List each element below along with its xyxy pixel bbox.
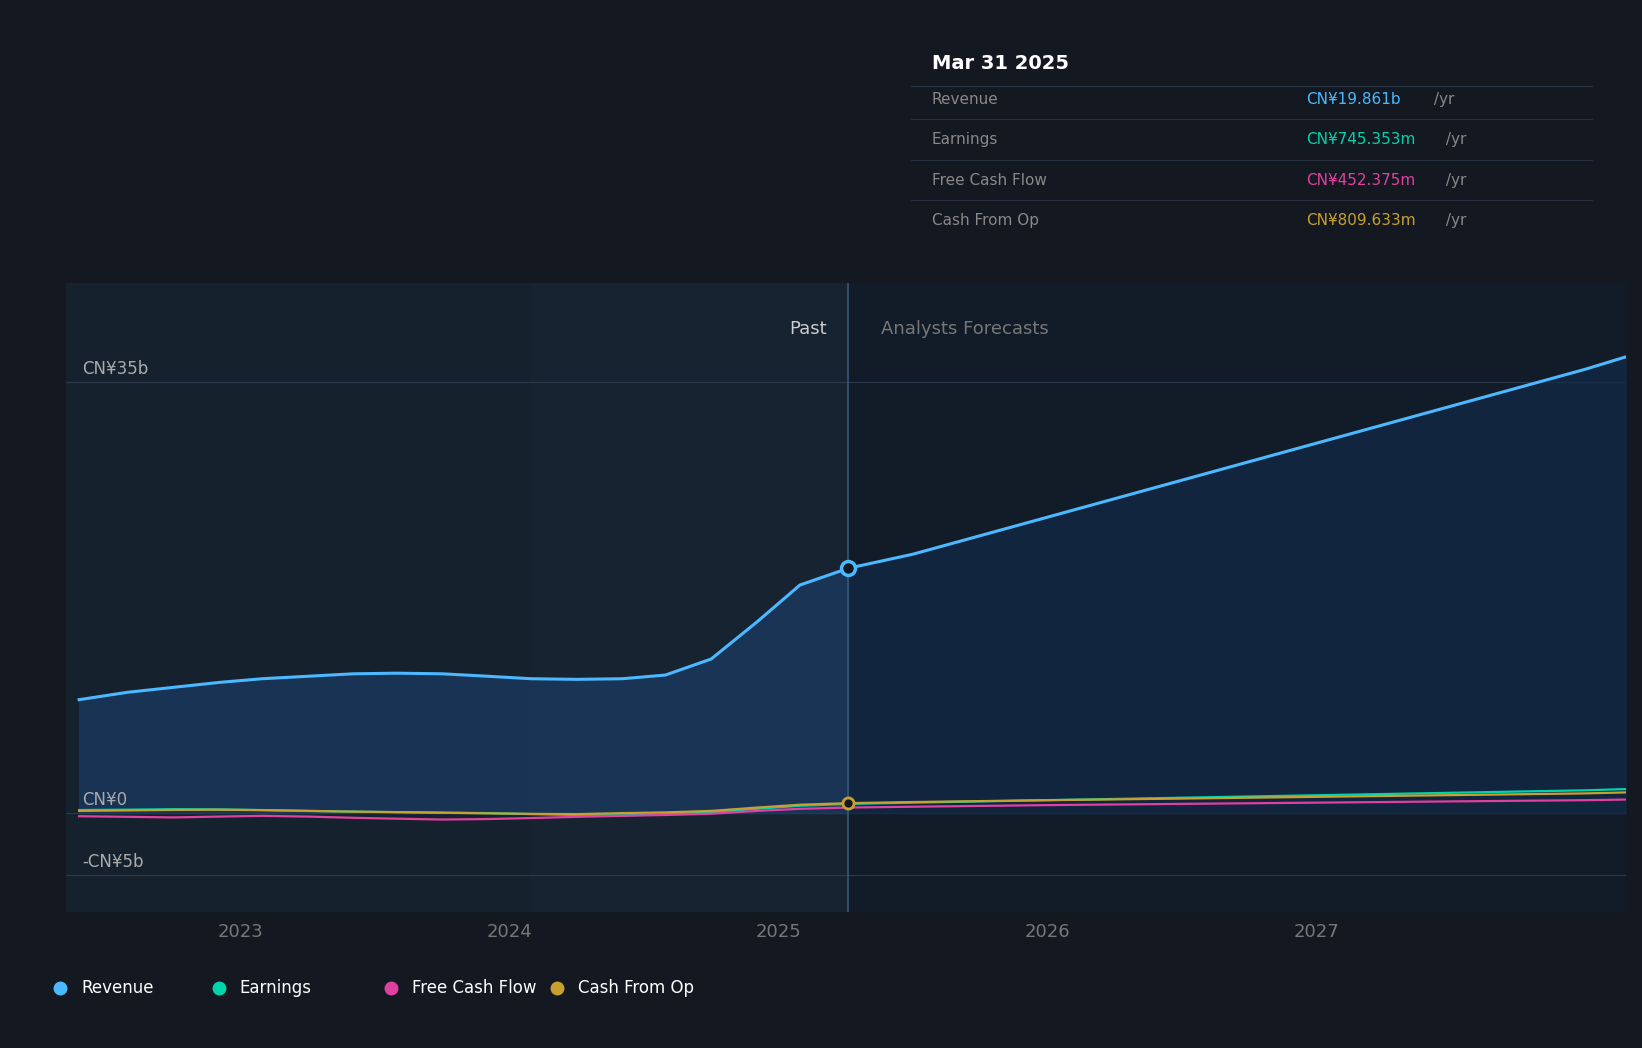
Text: Cash From Op: Cash From Op	[931, 213, 1039, 228]
Text: Analysts Forecasts: Analysts Forecasts	[880, 320, 1048, 339]
Text: -CN¥5b: -CN¥5b	[82, 853, 143, 871]
Text: Past: Past	[790, 320, 828, 339]
Bar	[66, 283, 849, 912]
Text: Revenue: Revenue	[80, 979, 154, 997]
Bar	[849, 283, 1626, 912]
Text: CN¥809.633m: CN¥809.633m	[1307, 213, 1415, 228]
Text: CN¥0: CN¥0	[82, 791, 126, 809]
Text: CN¥19.861b: CN¥19.861b	[1307, 91, 1401, 107]
Text: Earnings: Earnings	[931, 132, 998, 147]
Text: Free Cash Flow: Free Cash Flow	[412, 979, 537, 997]
Bar	[530, 283, 849, 912]
Text: Cash From Op: Cash From Op	[578, 979, 693, 997]
Text: Free Cash Flow: Free Cash Flow	[931, 173, 1046, 188]
Text: /yr: /yr	[1442, 173, 1466, 188]
Text: /yr: /yr	[1429, 91, 1455, 107]
Text: Revenue: Revenue	[931, 91, 998, 107]
Text: Mar 31 2025: Mar 31 2025	[931, 53, 1069, 73]
Text: Earnings: Earnings	[240, 979, 312, 997]
Text: /yr: /yr	[1442, 132, 1466, 147]
Text: /yr: /yr	[1442, 213, 1466, 228]
Text: CN¥452.375m: CN¥452.375m	[1307, 173, 1415, 188]
Text: CN¥35b: CN¥35b	[82, 359, 148, 378]
Text: CN¥745.353m: CN¥745.353m	[1307, 132, 1415, 147]
